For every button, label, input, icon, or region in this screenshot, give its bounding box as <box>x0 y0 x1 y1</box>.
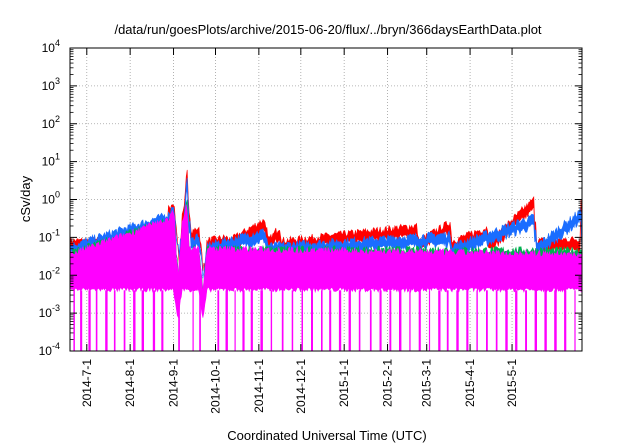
series-dip-bar <box>301 290 303 351</box>
series-dip-bar <box>95 290 98 351</box>
series-dip-bar <box>348 290 351 351</box>
series-dip-bar <box>152 290 156 351</box>
x-tick-label: 2015-1-1 <box>337 359 351 407</box>
series-dip-bar <box>113 290 116 351</box>
y-tick-label: 103 <box>42 76 60 93</box>
series-dip-bar <box>418 290 421 351</box>
y-tick-label: 10-3 <box>39 303 60 320</box>
x-tick-label: 2015-5-1 <box>505 359 519 407</box>
series-dip-bar <box>369 290 372 351</box>
y-tick-label: 10-4 <box>39 341 60 358</box>
series-dip-bar <box>495 290 498 351</box>
series-dip-bar <box>73 290 75 351</box>
series-dip-bar <box>486 290 488 351</box>
series-dip-bar <box>534 290 537 351</box>
series-dip-bar <box>178 290 180 351</box>
series-dip-bar <box>133 290 136 351</box>
series-dip-bar <box>554 290 557 351</box>
series-dip-bar <box>217 290 220 351</box>
x-tick-label: 2014-10-1 <box>208 359 222 414</box>
x-axis-label: Coordinated Universal Time (UTC) <box>227 428 426 443</box>
series-dip-bar <box>358 290 361 351</box>
series-group <box>69 169 583 351</box>
y-tick-label: 10-1 <box>39 227 60 244</box>
x-tick-label: 2014-7-1 <box>80 359 94 407</box>
x-tick-label: 2015-2-1 <box>381 359 395 407</box>
series-dip-bar <box>574 290 576 351</box>
series-dip-bar <box>123 290 126 351</box>
series-dip-bar <box>270 290 273 351</box>
series-dip-bar <box>234 290 236 351</box>
y-tick-label: 101 <box>42 152 60 169</box>
x-tick-label: 2015-3-1 <box>420 359 434 407</box>
y-tick-label: 100 <box>42 190 60 207</box>
series-dip-bar <box>515 290 518 351</box>
y-axis-label: cSv/day <box>18 175 33 222</box>
series-dip-bar <box>199 290 201 351</box>
x-tick-label: 2014-12-1 <box>294 359 308 414</box>
series-dip-bar <box>476 290 478 351</box>
series-dip-bar <box>311 290 313 351</box>
series-dip-bar <box>379 290 382 351</box>
series-dip-bar <box>88 290 91 351</box>
series-dip-bar <box>564 290 567 351</box>
series-dip-bar <box>329 290 332 351</box>
series-dip-bar <box>192 290 194 351</box>
series-dip-bar <box>409 290 411 351</box>
series-dip-bar <box>544 290 547 351</box>
series-dip-bar <box>456 290 459 351</box>
series-dip-bar <box>281 290 284 351</box>
series-dip-bar <box>525 290 527 351</box>
series-dip-bar <box>438 290 441 351</box>
x-tick-label: 2014-8-1 <box>123 359 137 407</box>
series-dip-bar <box>389 290 392 351</box>
y-tick-label: 104 <box>42 38 60 55</box>
x-tick-label: 2014-9-1 <box>167 359 181 407</box>
series-dip-bar <box>260 290 263 351</box>
series-dip-bar <box>399 290 402 351</box>
series-dip-bar <box>291 290 294 351</box>
series-dip-bar <box>446 290 449 351</box>
grid <box>70 48 582 351</box>
series-dip-bar <box>225 290 228 351</box>
series-dip-bar <box>428 290 431 351</box>
series-dip-bar <box>321 290 323 351</box>
series-dip-bar <box>338 290 342 351</box>
y-tick-label: 10-2 <box>39 265 60 282</box>
x-tick-label: 2015-4-1 <box>463 359 477 407</box>
series-dip-bar <box>161 290 164 351</box>
series-dip-bar <box>505 290 508 351</box>
series-dip-bar <box>242 290 245 351</box>
chart-title: /data/run/goesPlots/archive/2015-06-20/f… <box>114 22 541 37</box>
series-dip-bar <box>250 290 253 351</box>
axes: 10-4 10-3 10-2 10-1 100 101 102 103 104 2014-7-1 2… <box>39 38 583 414</box>
series-dip-bar <box>105 290 108 351</box>
series-dip-bar <box>141 290 144 351</box>
series-dip-bar <box>80 290 83 351</box>
y-tick-label: 102 <box>42 114 60 131</box>
x-tick-label: 2014-11-1 <box>252 359 266 413</box>
series-dip-bar <box>466 290 469 351</box>
plot-frame <box>69 47 583 352</box>
